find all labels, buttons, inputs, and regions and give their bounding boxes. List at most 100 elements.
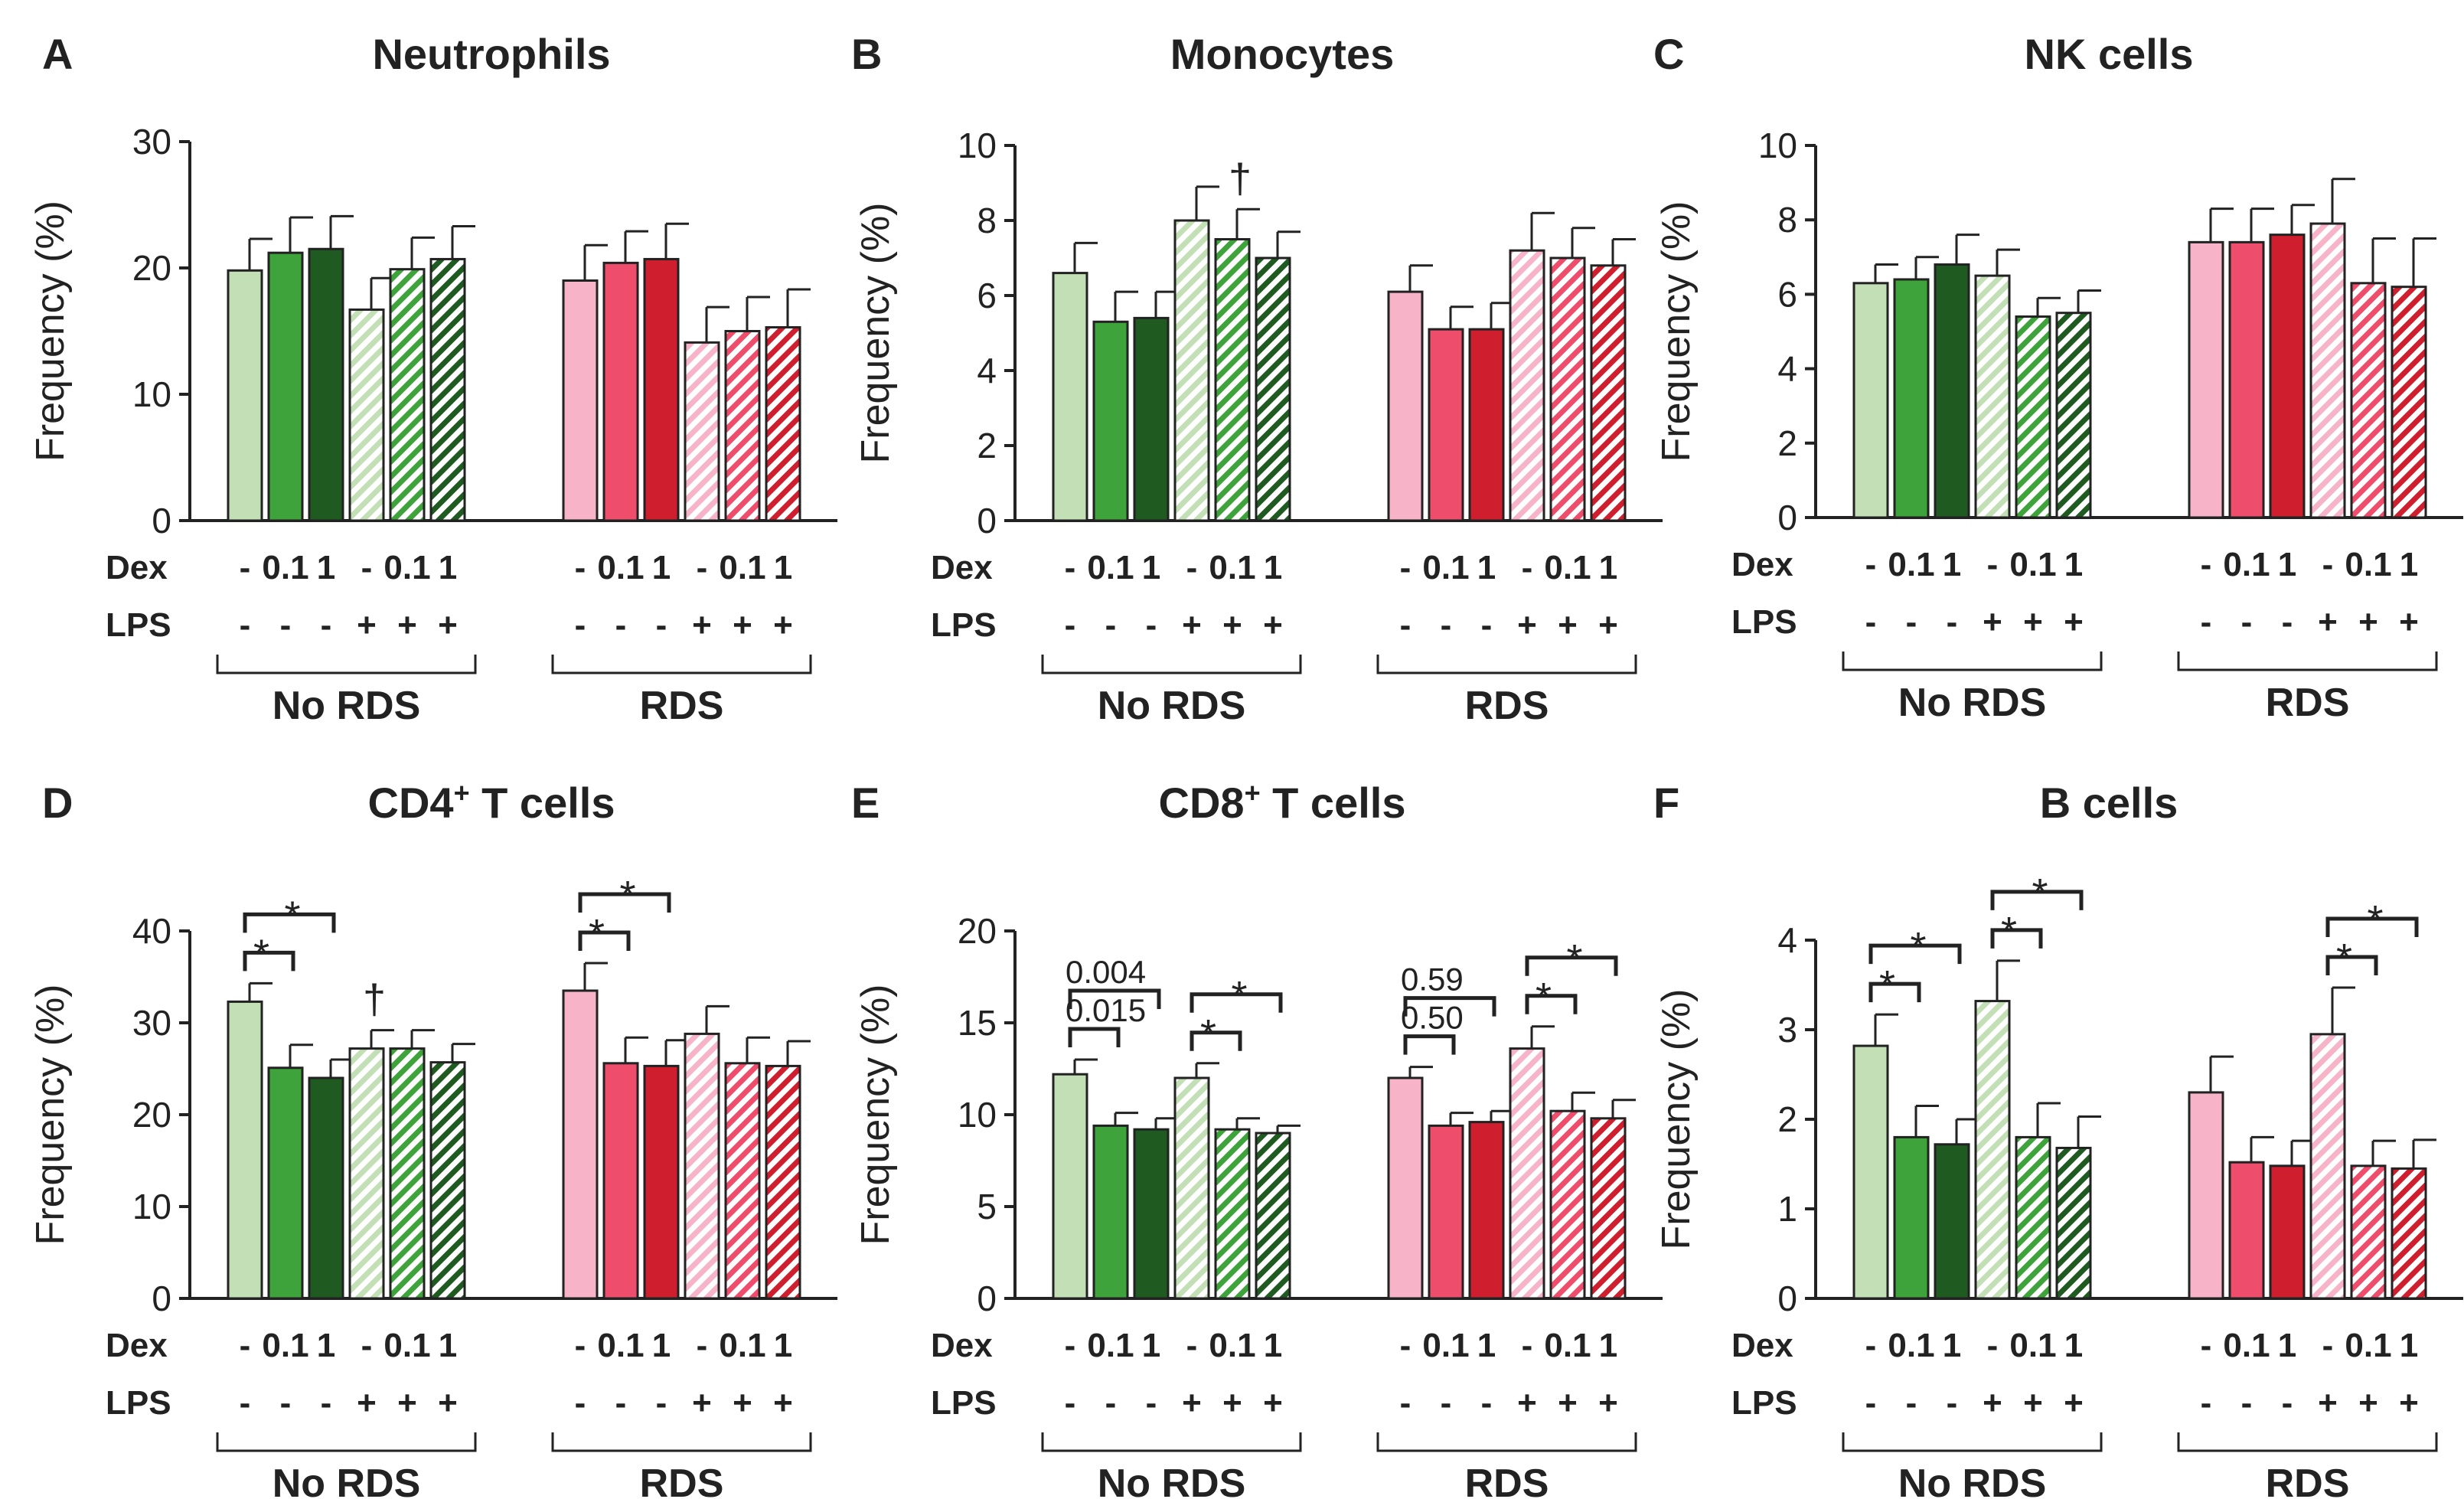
y-tick-label: 20 (132, 248, 171, 288)
dex-value: 1 (1477, 1327, 1496, 1364)
significance-bracket (1990, 890, 2084, 910)
lps-value: + (773, 606, 793, 644)
dex-value: - (2322, 546, 2334, 583)
dex-value: 1 (2400, 546, 2418, 583)
lps-value: - (280, 606, 292, 644)
y-tick-label: 10 (132, 1187, 171, 1226)
y-tick-label: 0 (977, 501, 997, 540)
group-label: No RDS (1098, 684, 1246, 728)
dex-value: - (697, 1327, 708, 1364)
bar (2188, 1091, 2224, 1300)
dex-value: 1 (317, 1327, 335, 1364)
bar (1255, 1132, 1291, 1300)
lps-value: - (615, 1384, 627, 1422)
dex-value: 0.1 (1087, 1327, 1134, 1364)
group-brace (1041, 1432, 1302, 1452)
lps-value: + (2318, 603, 2338, 641)
panel-title: B cells (2040, 779, 2178, 827)
y-tick-label: 3 (1777, 1010, 1797, 1050)
dex-row-label: Dex (1731, 1327, 1793, 1364)
group-brace (2177, 652, 2438, 671)
lps-value: + (1983, 1384, 2002, 1422)
dex-value: 1 (2064, 546, 2083, 583)
significance-label: * (1200, 1011, 1216, 1057)
lps-value: + (2064, 1384, 2084, 1422)
dex-value: 1 (2278, 1327, 2296, 1364)
dex-value: 1 (1599, 1327, 1617, 1364)
group-label: No RDS (1098, 1461, 1246, 1499)
bar (227, 1000, 263, 1300)
y-axis-label: Frequency (%) (853, 985, 898, 1246)
lps-value: + (397, 606, 417, 644)
y-axis-label: Frequency (%) (853, 203, 898, 464)
y-tick-label: 0 (152, 1279, 171, 1318)
bar (643, 257, 680, 522)
lps-value: + (733, 606, 752, 644)
dex-value: 1 (774, 1327, 792, 1364)
dex-value: - (240, 1327, 251, 1364)
dex-value: - (1865, 1327, 1877, 1364)
panel-label: D (42, 779, 73, 827)
dex-value: 0.1 (262, 549, 308, 586)
significance-label: * (253, 931, 269, 977)
significance-bracket (243, 950, 295, 972)
bar (1934, 1143, 1970, 1300)
lps-value: + (692, 1384, 712, 1422)
lps-value: - (2241, 603, 2253, 641)
lps-value: + (438, 606, 458, 644)
bar (765, 326, 801, 522)
lps-value: - (240, 606, 251, 644)
y-tick-label: 40 (132, 911, 171, 951)
significance-bracket (1403, 1034, 1456, 1055)
significance-label: * (1879, 962, 1895, 1008)
y-tick-label: 10 (958, 1095, 997, 1135)
bar (1549, 1109, 1586, 1300)
significance-label: * (2336, 936, 2352, 981)
group-brace (1041, 655, 1302, 674)
bar (1934, 263, 1970, 519)
group-brace (216, 1432, 477, 1452)
lps-value: + (2023, 1384, 2043, 1422)
dex-row-label: Dex (106, 1327, 168, 1364)
significance-label: 0.015 (1066, 992, 1146, 1028)
lps-value: + (1558, 1384, 1578, 1422)
lps-value: - (1146, 1384, 1157, 1422)
lps-value: - (1146, 606, 1157, 644)
lps-value: - (1105, 606, 1117, 644)
dex-row-label: Dex (1731, 546, 1793, 583)
dex-value: - (240, 549, 251, 586)
lps-row-label: LPS (1731, 1384, 1797, 1422)
dex-value: 1 (774, 549, 792, 586)
group-brace (1376, 1432, 1637, 1452)
y-tick-label: 8 (1777, 200, 1797, 240)
dex-value: 1 (1599, 549, 1617, 586)
dex-value: 0.1 (719, 549, 765, 586)
lps-value: - (280, 1384, 292, 1422)
bar (2350, 1164, 2387, 1300)
bar (1974, 1000, 2011, 1300)
panel-title: CD4+ T cells (368, 777, 615, 828)
bar (562, 279, 599, 522)
bar (2309, 222, 2346, 519)
bar (1387, 1076, 1424, 1300)
significance-label: * (1231, 973, 1247, 1019)
group-label: RDS (640, 684, 724, 728)
group-label: RDS (2266, 681, 2350, 725)
significance-bracket (1068, 988, 1161, 1009)
panel-d: D CD4+ T cells 0 10 20 30 40 Frequency (%) † * * * *… (28, 777, 837, 1499)
y-tick-label: 8 (977, 201, 997, 240)
significance-label: 0.50 (1401, 1000, 1464, 1036)
bar (602, 261, 639, 522)
bar (429, 257, 466, 522)
dex-value: - (1522, 1327, 1533, 1364)
bar (1893, 1135, 1930, 1300)
bar (562, 989, 599, 1300)
dex-value: 1 (2278, 546, 2296, 583)
bar (1387, 290, 1424, 522)
bar (267, 251, 304, 522)
lps-value: - (1947, 1384, 1958, 1422)
significance-label: * (1536, 975, 1552, 1021)
lps-value: - (2201, 603, 2212, 641)
